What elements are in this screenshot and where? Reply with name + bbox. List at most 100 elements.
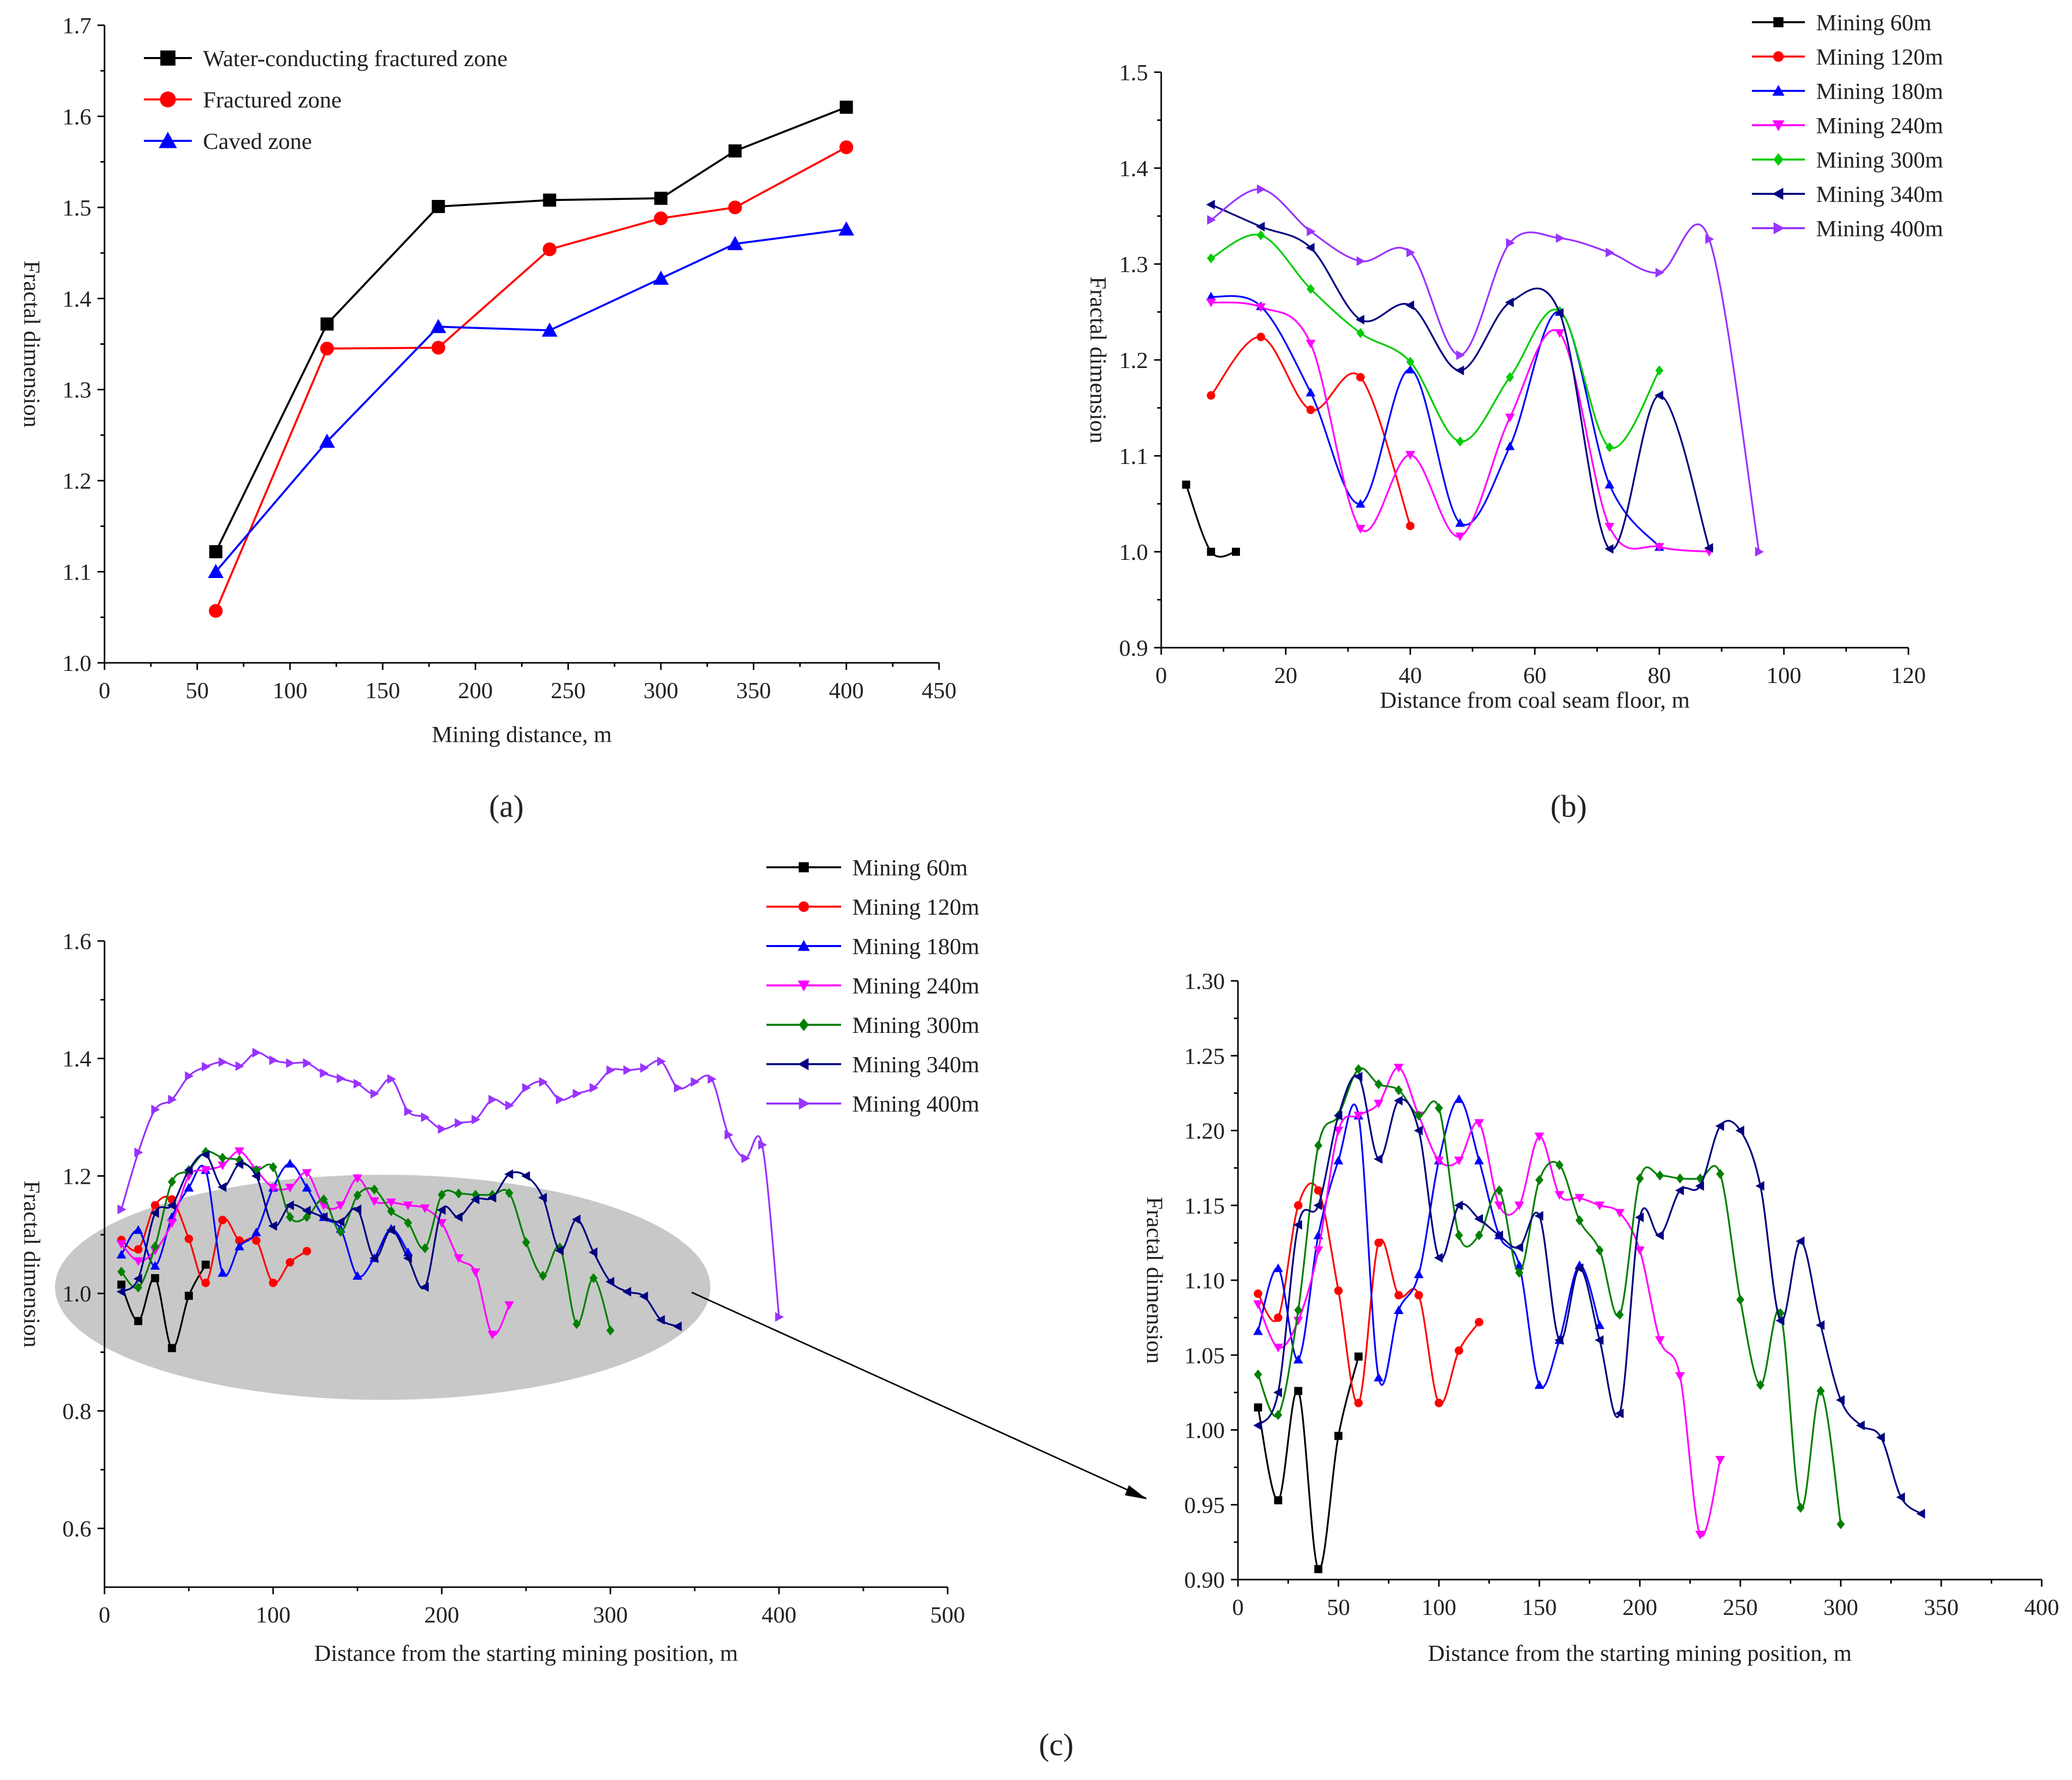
data-point-b-4 — [1257, 230, 1265, 240]
data-point-a-1 — [320, 341, 334, 356]
data-point-c-left-4 — [286, 1212, 294, 1222]
data-point-c-left-0 — [201, 1261, 210, 1269]
data-point-c-right-3 — [1454, 1157, 1464, 1166]
data-point-b-6 — [1506, 238, 1515, 248]
legend-c-left: Mining 60m Mining 120m Mining 180m Mining 2… — [766, 855, 979, 1117]
data-point-c-right-1 — [1314, 1186, 1323, 1195]
x-tick-label-a: 450 — [922, 677, 957, 703]
legend-label-b-2: Mining 180m — [1816, 78, 1943, 104]
data-point-c-right-3 — [1594, 1201, 1604, 1211]
data-point-b-2 — [1505, 441, 1515, 450]
series-a-2 — [208, 221, 854, 579]
data-point-c-left-4 — [438, 1189, 446, 1200]
x-tick-label-c-left: 300 — [593, 1602, 628, 1628]
data-point-c-right-5 — [1755, 1181, 1765, 1191]
data-point-b-4 — [1605, 442, 1614, 452]
data-point-c-right-5 — [1635, 1212, 1644, 1223]
series-line-b-2 — [1211, 295, 1661, 548]
data-point-c-right-5 — [1795, 1236, 1805, 1246]
series-b-1 — [1207, 333, 1415, 531]
data-point-c-left-5 — [471, 1194, 480, 1205]
data-point-c-right-4 — [1555, 1160, 1564, 1170]
legend-marker-b-1 — [1773, 51, 1784, 62]
data-point-b-6 — [1556, 233, 1565, 243]
data-point-c-right-5 — [1454, 1200, 1463, 1211]
data-point-c-left-5 — [268, 1221, 277, 1231]
x-tick-label-b: 0 — [1156, 662, 1167, 688]
data-point-c-left-4 — [117, 1267, 126, 1277]
data-point-c-right-4 — [1756, 1380, 1765, 1390]
data-point-a-0 — [728, 144, 742, 158]
series-a-0 — [209, 100, 853, 558]
legend-marker-a-0 — [160, 50, 176, 66]
data-point-b-6 — [1356, 256, 1366, 266]
data-point-c-right-5 — [1896, 1492, 1905, 1502]
data-point-c-right-3 — [1393, 1064, 1404, 1073]
data-point-c-left-2 — [150, 1261, 160, 1270]
series-c-left-0 — [117, 1261, 210, 1352]
zoom-arrow-head — [1125, 1485, 1147, 1499]
data-point-c-right-4 — [1274, 1409, 1282, 1420]
data-point-c-right-5 — [1695, 1181, 1704, 1191]
data-point-a-2 — [319, 433, 335, 448]
data-point-b-2 — [1455, 518, 1465, 527]
data-point-c-right-5 — [1273, 1387, 1282, 1397]
data-point-c-left-6 — [168, 1094, 177, 1105]
data-point-c-right-2 — [1293, 1354, 1303, 1364]
data-point-c-right-4 — [1254, 1369, 1262, 1380]
data-point-c-right-0 — [1294, 1387, 1303, 1395]
data-point-c-left-5 — [639, 1291, 648, 1301]
data-point-c-left-4 — [539, 1271, 547, 1281]
data-point-c-right-4 — [1616, 1310, 1624, 1320]
data-point-c-left-6 — [775, 1312, 784, 1322]
legend-marker-c-left-4 — [799, 1018, 809, 1031]
data-point-c-left-4 — [454, 1188, 463, 1199]
data-point-c-right-2 — [1454, 1094, 1464, 1103]
legend-marker-c-left-1 — [798, 901, 809, 912]
data-point-c-right-3 — [1474, 1119, 1484, 1128]
x-tick-label-c-right: 200 — [1623, 1594, 1657, 1620]
data-point-c-left-6 — [269, 1055, 278, 1065]
data-point-c-right-5 — [1514, 1242, 1523, 1252]
data-point-a-2 — [653, 270, 669, 285]
data-point-b-4 — [1655, 365, 1664, 376]
data-point-c-right-5 — [1876, 1432, 1885, 1442]
data-point-c-left-4 — [404, 1218, 412, 1228]
series-line-c-right-3 — [1257, 1067, 1721, 1537]
legend-label-b-4: Mining 300m — [1816, 147, 1943, 173]
x-tick-label-b: 100 — [1767, 662, 1801, 688]
data-point-c-left-3 — [302, 1169, 312, 1178]
series-line-b-4 — [1210, 233, 1661, 449]
data-point-c-right-3 — [1354, 1112, 1364, 1121]
y-axis-title-c-right: Fractal dimension — [1142, 1197, 1168, 1364]
data-point-c-left-5 — [555, 1245, 564, 1255]
data-point-c-left-6 — [201, 1062, 211, 1072]
data-point-c-left-1 — [201, 1278, 210, 1287]
series-line-c-right-1 — [1257, 1182, 1480, 1405]
data-point-c-left-1 — [218, 1216, 227, 1225]
data-point-c-left-3 — [116, 1240, 126, 1249]
legend-label-c-left-0: Mining 60m — [852, 855, 968, 880]
y-tick-label-b: 1.0 — [1119, 539, 1149, 565]
data-point-c-left-1 — [252, 1236, 261, 1245]
data-point-c-left-5 — [437, 1205, 446, 1215]
x-axis-title-a: Mining distance, m — [432, 721, 612, 747]
data-point-c-left-5 — [150, 1208, 159, 1218]
data-point-c-left-5 — [589, 1247, 598, 1258]
y-tick-label-c-right: 1.30 — [1184, 968, 1225, 994]
y-tick-label-c-right: 0.95 — [1184, 1492, 1225, 1518]
data-point-a-1 — [728, 200, 742, 215]
data-point-c-left-3 — [336, 1201, 346, 1211]
y-tick-label-c-right: 0.90 — [1184, 1567, 1225, 1593]
legend-label-c-left-5: Mining 340m — [852, 1052, 979, 1077]
data-point-c-right-2 — [1253, 1326, 1263, 1335]
data-point-c-right-4 — [1817, 1386, 1825, 1396]
data-point-c-left-4 — [269, 1162, 277, 1172]
data-point-c-left-6 — [505, 1101, 514, 1111]
data-point-c-right-5 — [1655, 1230, 1664, 1240]
x-tick-label-c-right: 0 — [1232, 1594, 1244, 1620]
series-line-b-3 — [1211, 301, 1710, 553]
data-point-c-right-5 — [1615, 1408, 1624, 1419]
data-point-c-right-5 — [1474, 1214, 1483, 1224]
data-point-c-left-6 — [589, 1083, 599, 1093]
